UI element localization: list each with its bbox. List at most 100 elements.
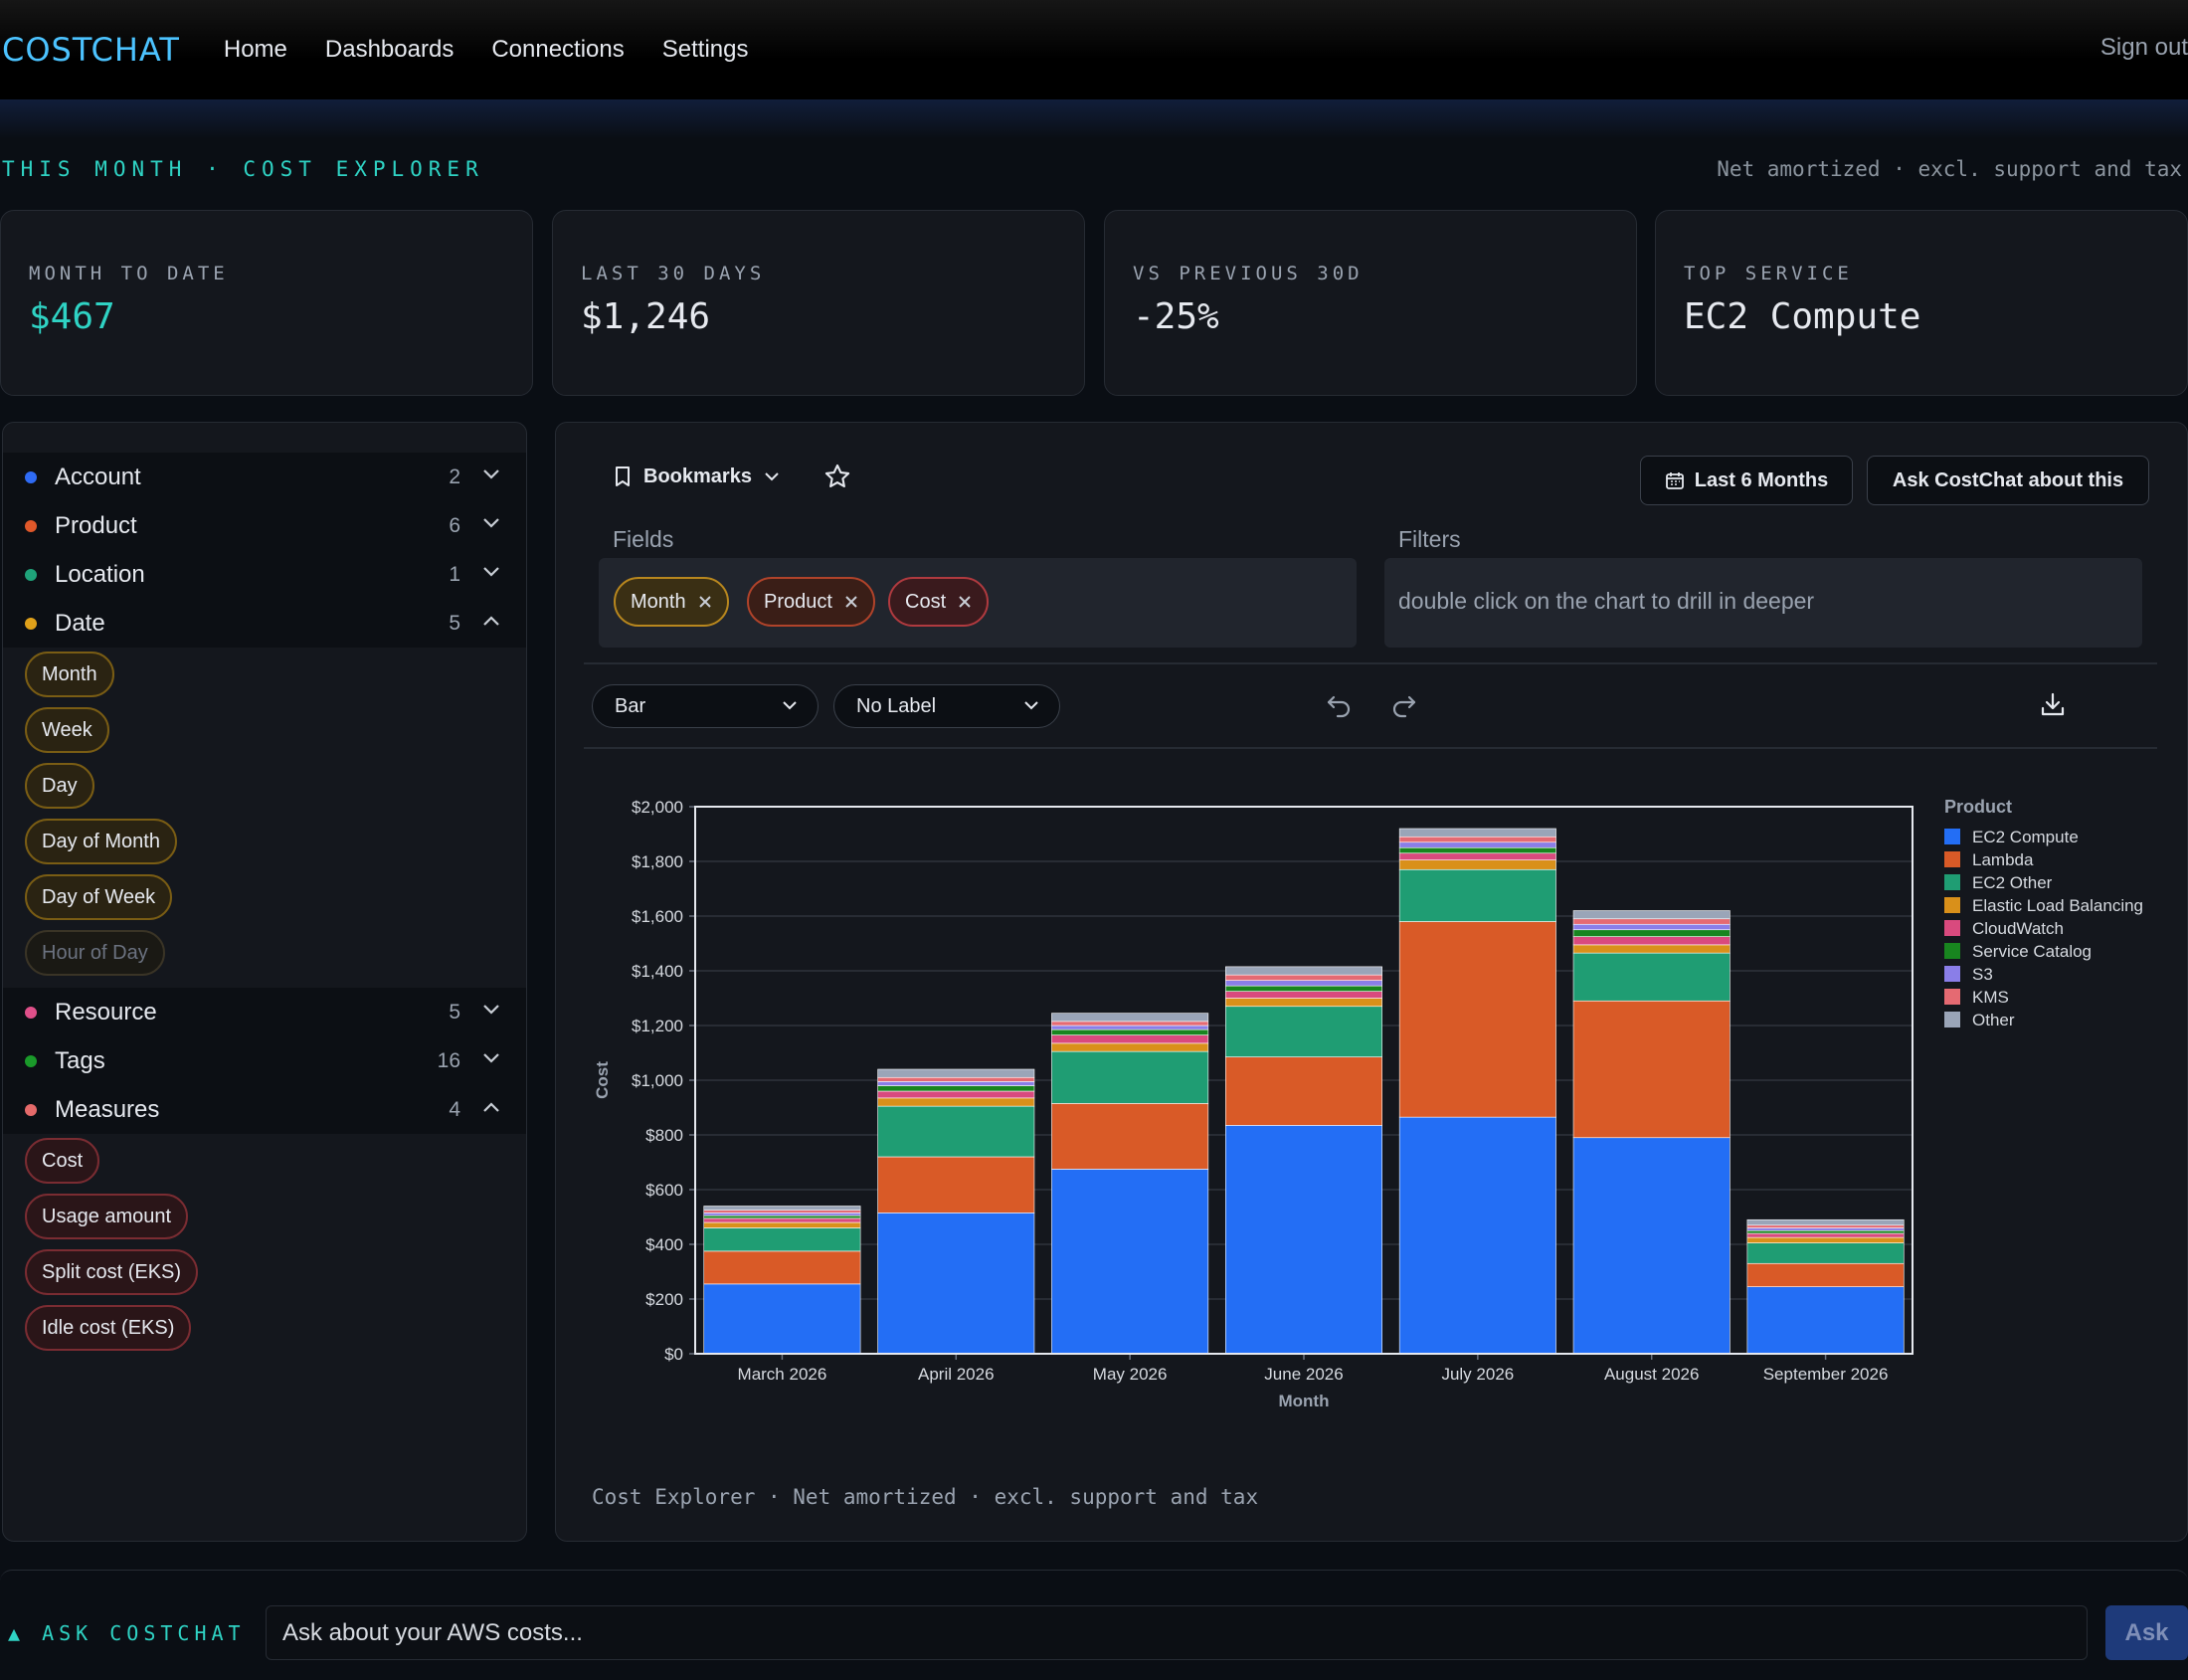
bar-lambda-august-2026[interactable]: [1572, 1000, 1731, 1139]
ask-costchat-button[interactable]: Ask CostChat about this: [1867, 456, 2149, 505]
bookmarks-dropdown[interactable]: Bookmarks: [614, 466, 780, 488]
legend-label-ec2-other[interactable]: EC2 Other: [1972, 873, 2053, 892]
bar-ec2-compute-july-2026[interactable]: [1398, 1116, 1556, 1355]
bar-s3-march-2026[interactable]: [703, 1213, 861, 1216]
bar-other-august-2026[interactable]: [1572, 910, 1731, 920]
bar-s3-july-2026[interactable]: [1398, 841, 1556, 848]
bar-ec2-compute-august-2026[interactable]: [1572, 1137, 1731, 1355]
bar-cloudwatch-may-2026[interactable]: [1051, 1034, 1209, 1044]
bar-ec2-other-may-2026[interactable]: [1051, 1050, 1209, 1104]
field-group-measures[interactable]: Measures 4: [3, 1085, 526, 1134]
undo-icon[interactable]: [1326, 693, 1354, 719]
field-pill-usage-amount[interactable]: Usage amount: [25, 1194, 189, 1239]
bar-ec2-other-september-2026[interactable]: [1746, 1242, 1905, 1264]
bar-other-july-2026[interactable]: [1398, 828, 1556, 838]
bar-cloudwatch-july-2026[interactable]: [1398, 852, 1556, 860]
legend-label-ec2-compute[interactable]: EC2 Compute: [1972, 828, 2079, 846]
bar-lambda-march-2026[interactable]: [703, 1250, 861, 1285]
field-chip-cost[interactable]: Cost: [888, 577, 990, 627]
bar-ec2-compute-may-2026[interactable]: [1051, 1169, 1209, 1355]
bar-service-catalog-may-2026[interactable]: [1051, 1028, 1209, 1035]
bar-elastic-load-balancing-march-2026[interactable]: [703, 1221, 861, 1228]
bar-kms-june-2026[interactable]: [1225, 974, 1382, 981]
field-pill-hour-of-day[interactable]: Hour of Day: [25, 930, 165, 976]
bar-lambda-april-2026[interactable]: [877, 1156, 1035, 1213]
bar-ec2-compute-september-2026[interactable]: [1746, 1286, 1905, 1355]
bar-lambda-july-2026[interactable]: [1398, 921, 1556, 1118]
bar-elastic-load-balancing-april-2026[interactable]: [877, 1097, 1035, 1107]
chart-type-select[interactable]: Bar: [592, 684, 819, 728]
field-pill-split-cost-eks[interactable]: Split cost (EKS): [25, 1249, 199, 1295]
nav-dashboards[interactable]: Dashboards: [324, 36, 455, 63]
field-group-tags[interactable]: Tags 16: [3, 1036, 526, 1085]
bar-cloudwatch-september-2026[interactable]: [1746, 1232, 1905, 1238]
bar-kms-august-2026[interactable]: [1572, 918, 1731, 925]
bar-other-september-2026[interactable]: [1746, 1218, 1905, 1226]
field-pill-week[interactable]: Week: [25, 707, 109, 753]
label-mode-select[interactable]: No Label: [833, 684, 1060, 728]
legend-label-cloudwatch[interactable]: CloudWatch: [1972, 919, 2064, 938]
bar-s3-may-2026[interactable]: [1051, 1025, 1209, 1030]
bar-lambda-may-2026[interactable]: [1051, 1103, 1209, 1170]
bar-s3-september-2026[interactable]: [1746, 1227, 1905, 1231]
fields-dropzone[interactable]: Month Product Cost: [599, 558, 1357, 648]
bar-s3-april-2026[interactable]: [877, 1081, 1035, 1086]
legend-label-lambda[interactable]: Lambda: [1972, 850, 2034, 869]
ask-submit-button[interactable]: Ask: [2105, 1605, 2188, 1660]
nav-home[interactable]: Home: [223, 36, 287, 63]
bar-elastic-load-balancing-june-2026[interactable]: [1225, 998, 1382, 1008]
bar-s3-june-2026[interactable]: [1225, 980, 1382, 987]
legend-label-elastic-load-balancing[interactable]: Elastic Load Balancing: [1972, 896, 2143, 915]
field-group-product[interactable]: Product 6: [3, 501, 526, 550]
bar-kms-march-2026[interactable]: [703, 1210, 861, 1213]
ask-costchat-toggle[interactable]: ▲ ASK COSTCHAT: [8, 1621, 246, 1645]
bar-other-april-2026[interactable]: [877, 1068, 1035, 1078]
bar-ec2-other-august-2026[interactable]: [1572, 952, 1731, 1002]
bar-kms-may-2026[interactable]: [1051, 1021, 1209, 1027]
bar-service-catalog-march-2026[interactable]: [703, 1214, 861, 1219]
filters-dropzone[interactable]: double click on the chart to drill in de…: [1384, 558, 2142, 648]
bar-ec2-other-march-2026[interactable]: [703, 1227, 861, 1252]
bar-ec2-other-april-2026[interactable]: [877, 1105, 1035, 1158]
bar-ec2-other-june-2026[interactable]: [1225, 1006, 1382, 1057]
bar-cloudwatch-march-2026[interactable]: [703, 1217, 861, 1223]
close-icon[interactable]: [698, 595, 712, 609]
download-icon[interactable]: [2039, 691, 2067, 719]
bar-elastic-load-balancing-may-2026[interactable]: [1051, 1042, 1209, 1052]
bar-lambda-june-2026[interactable]: [1225, 1056, 1382, 1126]
field-pill-month[interactable]: Month: [25, 652, 114, 697]
bar-service-catalog-september-2026[interactable]: [1746, 1229, 1905, 1234]
logo[interactable]: COSTCHAT: [2, 31, 180, 69]
field-chip-month[interactable]: Month: [614, 577, 729, 627]
bar-kms-april-2026[interactable]: [877, 1076, 1035, 1082]
nav-connections[interactable]: Connections: [491, 36, 625, 63]
bar-ec2-compute-april-2026[interactable]: [877, 1213, 1035, 1355]
field-group-resource[interactable]: Resource 5: [3, 988, 526, 1036]
close-icon[interactable]: [844, 595, 858, 609]
bar-service-catalog-april-2026[interactable]: [877, 1085, 1035, 1092]
field-pill-day-of-month[interactable]: Day of Month: [25, 819, 177, 864]
field-chip-product[interactable]: Product: [747, 577, 875, 627]
field-pill-idle-cost-eks[interactable]: Idle cost (EKS): [25, 1305, 192, 1351]
field-group-location[interactable]: Location 1: [3, 550, 526, 599]
bar-other-march-2026[interactable]: [703, 1206, 861, 1211]
field-group-account[interactable]: Account 2: [3, 453, 526, 501]
bar-lambda-september-2026[interactable]: [1746, 1262, 1905, 1287]
bar-other-may-2026[interactable]: [1051, 1013, 1209, 1023]
nav-settings[interactable]: Settings: [661, 36, 749, 63]
bar-elastic-load-balancing-july-2026[interactable]: [1398, 859, 1556, 870]
bar-service-catalog-august-2026[interactable]: [1572, 929, 1731, 937]
legend-label-other[interactable]: Other: [1972, 1011, 2015, 1029]
bar-ec2-compute-june-2026[interactable]: [1225, 1125, 1382, 1355]
bar-elastic-load-balancing-august-2026[interactable]: [1572, 944, 1731, 954]
bar-cloudwatch-april-2026[interactable]: [877, 1090, 1035, 1099]
legend-label-service-catalog[interactable]: Service Catalog: [1972, 942, 2092, 961]
bar-ec2-compute-march-2026[interactable]: [703, 1283, 861, 1355]
cost-chart[interactable]: $0 $200 $400 $600 $800 $1,000 $1,200 $1,400 $1,6…: [556, 761, 2188, 1457]
star-icon[interactable]: [823, 463, 851, 490]
bar-cloudwatch-june-2026[interactable]: [1225, 991, 1382, 999]
redo-icon[interactable]: [1389, 693, 1417, 719]
close-icon[interactable]: [958, 595, 972, 609]
sign-out-link[interactable]: Sign out: [2099, 34, 2188, 61]
field-group-date[interactable]: Date 5: [3, 599, 526, 648]
